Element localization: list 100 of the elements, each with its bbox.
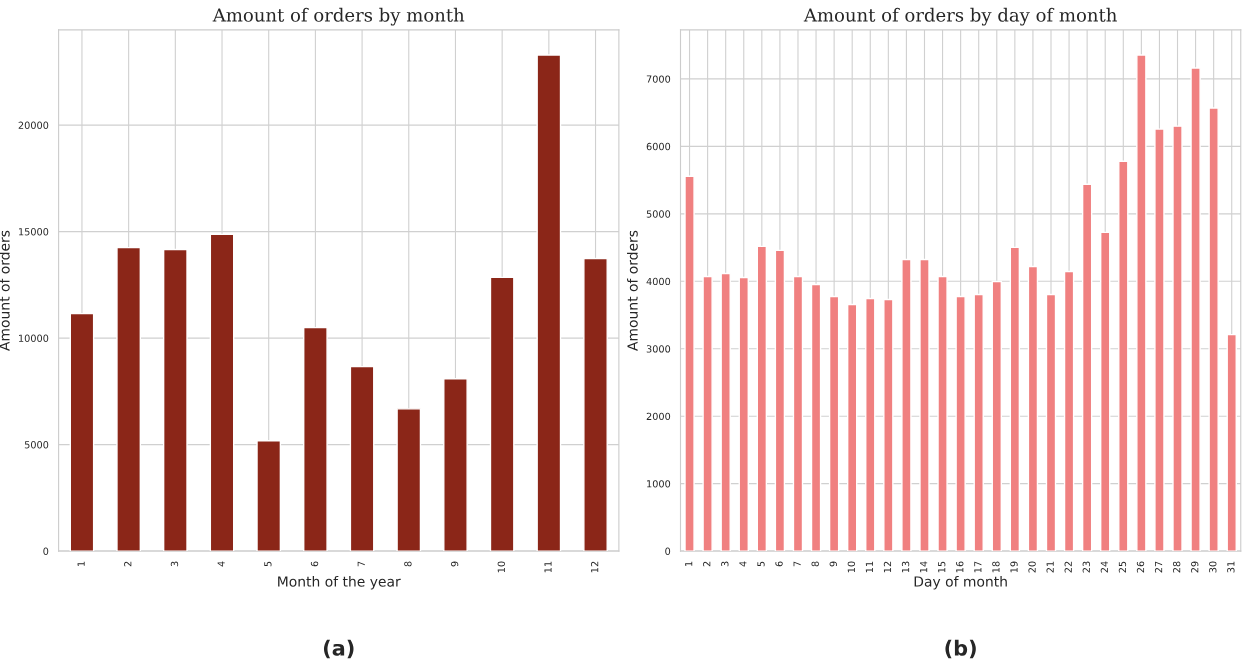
chart-title: Amount of orders by month: [212, 7, 465, 26]
text: (b): [945, 639, 976, 659]
x-tick-label: 19: [1010, 561, 1018, 573]
bar: [1118, 160, 1129, 552]
bar: [738, 276, 749, 552]
x-tick-label: 2: [124, 561, 132, 567]
x-tick-label: 4: [217, 561, 225, 567]
x-tick-label: 25: [1118, 561, 1127, 573]
bar: [1190, 67, 1201, 552]
x-tick-label: 8: [811, 561, 819, 567]
bar: [810, 283, 822, 552]
bar: [756, 245, 768, 552]
y-tick-label: 10000: [19, 334, 49, 342]
bar: [209, 233, 235, 552]
bar: [973, 293, 984, 552]
x-tick-label: 20: [1028, 561, 1036, 573]
x-tick-label: 8: [404, 561, 412, 567]
y-tick-label: 20000: [18, 121, 49, 129]
y-tick-label: 0: [665, 547, 671, 555]
x-tick-label: 6: [775, 561, 783, 567]
bar: [489, 276, 515, 552]
y-tick-label: 15000: [19, 228, 49, 236]
bar: [536, 54, 562, 552]
x-tick-label: 10: [847, 561, 856, 573]
x-tick-label: 12: [591, 561, 599, 573]
x-tick-label: 2: [703, 561, 711, 567]
x-tick-label: 9: [829, 561, 837, 567]
bar: [702, 275, 713, 552]
bar: [1172, 125, 1183, 552]
bar: [901, 258, 912, 552]
x-tick-label: 27: [1154, 561, 1163, 573]
bar: [1208, 107, 1219, 552]
bar: [443, 378, 468, 552]
x-tick-label: 17: [974, 561, 982, 573]
x-tick-label: 22: [1064, 561, 1072, 573]
bar: [116, 246, 142, 552]
bar: [1100, 231, 1111, 552]
y-axis-title: Amount of orders: [627, 230, 638, 351]
chart-title: Amount of orders by day of month: [803, 7, 1117, 26]
bar: [1045, 293, 1057, 552]
x-axis-title: Month of the year: [278, 575, 401, 590]
x-tick-label: 11: [544, 561, 552, 573]
y-tick-label: 5000: [24, 441, 49, 449]
x-tick-label: 9: [450, 561, 459, 567]
x-tick-label: 4: [739, 561, 747, 567]
bar: [396, 408, 422, 552]
bar: [256, 440, 282, 552]
y-tick-label: 4000: [646, 277, 671, 286]
x-tick-label: 31: [1227, 561, 1235, 573]
x-tick-label: 26: [1136, 561, 1145, 573]
x-tick-label: 13: [901, 561, 910, 573]
x-tick-label: 16: [956, 561, 964, 573]
bar: [720, 272, 731, 552]
y-tick-label: 6000: [646, 142, 671, 151]
bar: [1136, 54, 1147, 552]
y-tick-label: 5000: [646, 210, 671, 218]
bar: [883, 298, 894, 552]
bar: [162, 248, 188, 552]
bar: [583, 257, 608, 552]
x-tick-label: 7: [793, 561, 801, 567]
bar: [303, 326, 328, 552]
bar: [1009, 246, 1021, 552]
bar: [69, 312, 95, 552]
bar: [774, 249, 786, 552]
bar: [919, 258, 930, 552]
x-tick-label: 1: [77, 561, 85, 566]
bar: [1027, 265, 1039, 552]
x-tick-label: 7: [357, 561, 365, 567]
y-tick-label: 2000: [646, 412, 671, 421]
x-axis-title: Day of month: [914, 575, 1007, 590]
bar: [828, 295, 840, 552]
bar: [1063, 270, 1075, 552]
x-tick-label: 21: [1046, 561, 1054, 573]
bar: [865, 297, 876, 552]
x-tick-label: 1: [685, 561, 693, 566]
x-tick-label: 30: [1209, 561, 1217, 573]
x-tick-label: 14: [920, 561, 928, 573]
text: (a): [323, 639, 354, 659]
x-tick-label: 5: [757, 561, 765, 567]
x-tick-label: 5: [264, 561, 272, 567]
x-tick-label: 10: [497, 561, 505, 573]
x-tick-label: 29: [1191, 561, 1199, 573]
y-tick-label: 1000: [647, 480, 671, 488]
x-tick-label: 23: [1082, 561, 1090, 573]
x-tick-label: 12: [883, 561, 892, 573]
bar: [955, 295, 966, 552]
bar: [349, 365, 375, 552]
x-tick-label: 15: [938, 561, 946, 573]
x-tick-label: 24: [1100, 561, 1108, 573]
x-tick-label: 11: [865, 561, 873, 573]
bar: [846, 303, 858, 552]
bar: [792, 275, 804, 552]
x-tick-label: 3: [721, 561, 729, 567]
bar: [937, 275, 948, 552]
bar: [1226, 333, 1237, 552]
bar: [1154, 128, 1165, 552]
x-tick-label: 6: [310, 561, 319, 567]
bar: [991, 280, 1002, 552]
x-tick-label: 28: [1172, 561, 1181, 573]
bar: [684, 175, 695, 552]
